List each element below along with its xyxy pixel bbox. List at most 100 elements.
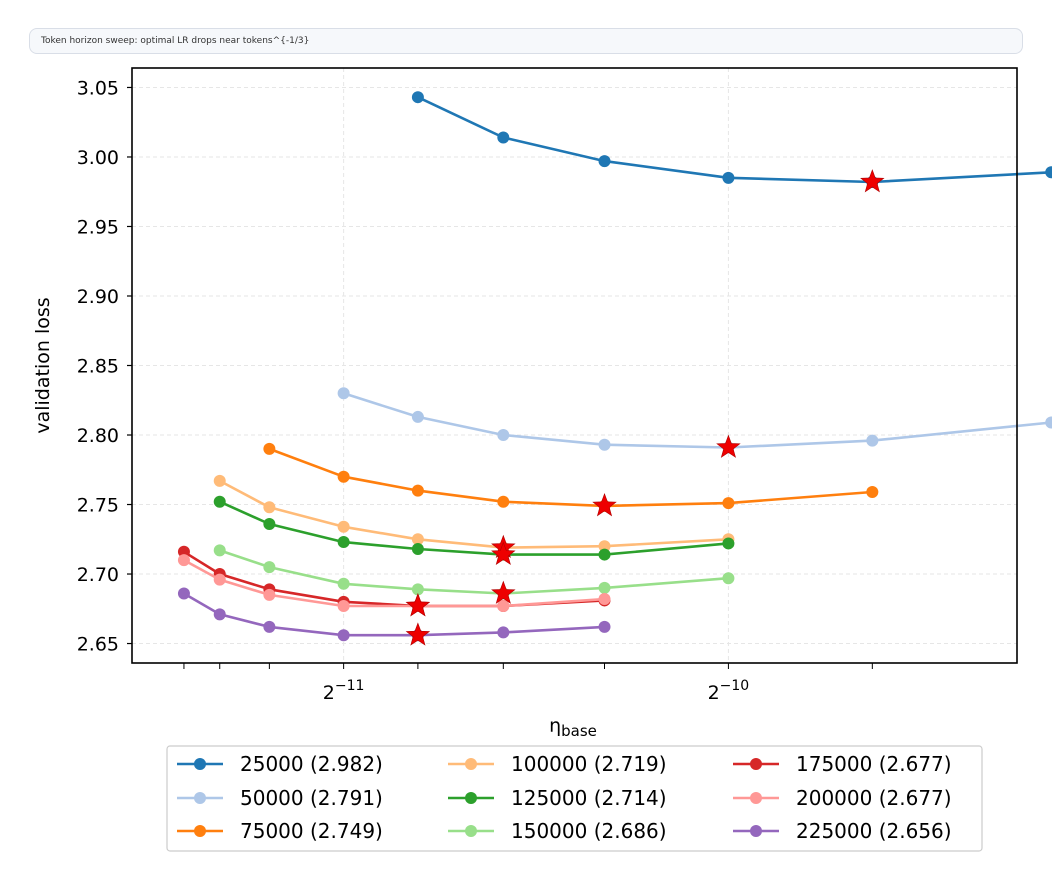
x-axis-label-main: η bbox=[549, 715, 561, 737]
legend-swatch-marker bbox=[465, 825, 477, 837]
legend-label: 200000 (2.677) bbox=[796, 786, 952, 810]
best-lr-star bbox=[716, 434, 741, 458]
best-lr-star bbox=[405, 622, 431, 646]
y-tick-label: 2.65 bbox=[77, 634, 119, 656]
data-point bbox=[337, 387, 350, 400]
data-point bbox=[866, 486, 879, 499]
data-point bbox=[497, 495, 510, 508]
y-tick-label: 2.70 bbox=[77, 564, 119, 586]
series-line bbox=[268, 447, 873, 508]
data-point bbox=[177, 587, 190, 600]
y-tick-label: 2.85 bbox=[77, 356, 119, 378]
data-point bbox=[213, 544, 226, 557]
data-point bbox=[337, 470, 350, 483]
data-point bbox=[497, 131, 510, 144]
data-point bbox=[866, 434, 879, 447]
best-lr-star bbox=[860, 169, 885, 193]
data-point bbox=[598, 620, 611, 633]
data-point bbox=[411, 533, 424, 546]
x-axis-label-subscript: base bbox=[561, 722, 597, 740]
legend-swatch-marker bbox=[194, 758, 206, 770]
series-5 bbox=[213, 495, 735, 561]
data-point bbox=[263, 588, 276, 601]
legend-label: 100000 (2.719) bbox=[511, 752, 667, 776]
best-lr-star bbox=[491, 541, 516, 565]
best-lr-star bbox=[405, 593, 431, 617]
y-axis-label: validation loss bbox=[32, 297, 54, 433]
x-axis-label: ηbase bbox=[549, 715, 597, 740]
data-point bbox=[177, 554, 190, 567]
series-line bbox=[417, 96, 1052, 184]
data-point bbox=[598, 438, 611, 451]
series-9 bbox=[177, 587, 611, 642]
data-point bbox=[497, 429, 510, 442]
data-point bbox=[722, 171, 735, 184]
legend: 25000 (2.982) 50000 (2.791) 75000 (2.749) 1… bbox=[166, 745, 983, 852]
data-point bbox=[337, 600, 350, 613]
series-6 bbox=[213, 544, 735, 600]
data-point bbox=[213, 474, 226, 487]
legend-label: 175000 (2.677) bbox=[796, 752, 952, 776]
y-tick-label: 2.80 bbox=[77, 425, 119, 447]
data-point bbox=[598, 593, 611, 606]
data-point bbox=[263, 442, 276, 455]
series-8 bbox=[177, 554, 611, 613]
legend-swatch-marker bbox=[750, 792, 762, 804]
data-point bbox=[722, 572, 735, 585]
data-point bbox=[337, 536, 350, 549]
legend-item: 150000 (2.686) bbox=[448, 819, 667, 843]
legend-item: 50000 (2.791) bbox=[177, 786, 383, 810]
legend-item: 225000 (2.656) bbox=[733, 819, 952, 843]
data-point bbox=[213, 495, 226, 508]
y-tick-label: 3.00 bbox=[77, 147, 119, 169]
legend-label: 225000 (2.656) bbox=[796, 819, 952, 843]
y-tick-label: 2.75 bbox=[77, 495, 119, 517]
data-point bbox=[722, 497, 735, 510]
y-tick-label: 2.90 bbox=[77, 286, 119, 308]
legend-item: 175000 (2.677) bbox=[733, 752, 952, 776]
data-point bbox=[497, 600, 510, 613]
legend-item: 125000 (2.714) bbox=[448, 786, 667, 810]
series-3 bbox=[263, 442, 879, 512]
data-point bbox=[598, 548, 611, 561]
legend-label: 50000 (2.791) bbox=[240, 786, 383, 810]
data-point bbox=[598, 540, 611, 553]
series-line bbox=[343, 392, 1052, 449]
legend-items: 25000 (2.982) 50000 (2.791) 75000 (2.749) 1… bbox=[177, 752, 952, 843]
data-point bbox=[263, 501, 276, 514]
data-point bbox=[411, 484, 424, 497]
data-point bbox=[1045, 416, 1052, 429]
series-line bbox=[219, 549, 729, 595]
data-point bbox=[337, 577, 350, 590]
legend-item: 100000 (2.719) bbox=[448, 752, 667, 776]
series-layer bbox=[177, 91, 1052, 642]
series-line bbox=[219, 479, 729, 549]
legend-item: 200000 (2.677) bbox=[733, 786, 952, 810]
data-point bbox=[213, 608, 226, 621]
legend-item: 25000 (2.982) bbox=[177, 752, 383, 776]
legend-label: 25000 (2.982) bbox=[240, 752, 383, 776]
data-point bbox=[263, 620, 276, 633]
best-lr-star bbox=[491, 580, 516, 604]
chart-caption: Token horizon sweep: optimal LR drops ne… bbox=[29, 28, 1023, 54]
data-point bbox=[722, 537, 735, 550]
data-point bbox=[411, 91, 424, 104]
data-point bbox=[598, 581, 611, 594]
x-axis: 2−11 2−10 bbox=[183, 663, 873, 704]
x-tick-label: 2−10 bbox=[708, 678, 750, 704]
data-point bbox=[263, 517, 276, 530]
x-tick-label: 2−11 bbox=[323, 678, 365, 704]
data-point bbox=[598, 155, 611, 168]
best-markers-layer bbox=[405, 169, 885, 646]
data-point bbox=[411, 543, 424, 556]
chart-caption-text: Token horizon sweep: optimal LR drops ne… bbox=[41, 36, 310, 46]
data-point bbox=[1045, 166, 1052, 179]
legend-swatch-marker bbox=[465, 758, 477, 770]
y-tick-label: 2.95 bbox=[77, 216, 119, 238]
data-point bbox=[213, 573, 226, 586]
grid bbox=[132, 68, 1017, 663]
legend-swatch-marker bbox=[465, 792, 477, 804]
series-1 bbox=[411, 91, 1052, 188]
legend-swatch-marker bbox=[750, 825, 762, 837]
best-lr-star bbox=[592, 493, 617, 517]
